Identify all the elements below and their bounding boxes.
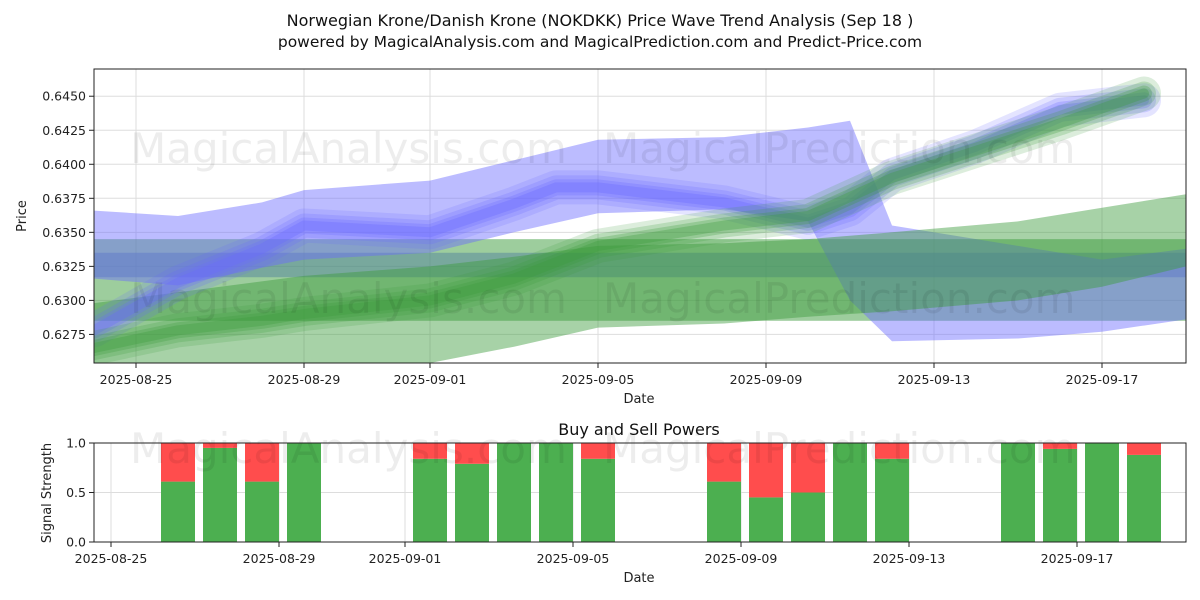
signal-x-axis-label: Date [623,571,654,586]
watermark-left-2: MagicalAnalysis.com [130,274,567,323]
price-x-tick-label: 2025-09-09 [730,372,803,387]
price-y-tick-label: 0.6325 [42,259,86,274]
price-y-tick-label: 0.6450 [42,89,86,104]
price-x-tick-label: 2025-09-13 [898,372,971,387]
buy-bar [161,481,195,542]
signal-x-tick-label: 2025-09-13 [873,551,946,566]
signal-y-tick-label: 0.0 [66,535,86,550]
signal-title: Buy and Sell Powers [558,420,720,439]
buy-bar [413,458,447,542]
price-x-axis-label: Date [623,392,654,407]
buy-bar [455,463,489,542]
price-x-tick-label: 2025-09-01 [394,372,467,387]
chart-title: Norwegian Krone/Danish Krone (NOKDKK) Pr… [287,11,914,30]
buy-bar [1043,448,1077,542]
price-x-tick-label: 2025-09-05 [562,372,635,387]
sell-bar [245,443,279,482]
sell-bar [707,443,741,482]
buy-bar [791,492,825,542]
watermark-right: MagicalPrediction.com [603,124,1076,173]
wave-blue-3 [94,95,1149,336]
sell-bar [1127,443,1161,455]
buy-bar [875,458,909,542]
price-axis-ticks: 2025-08-25 2025-08-29 2025-09-01 2025-09-05… [42,89,1138,387]
buy-bar [1085,443,1119,542]
buy-bar [707,481,741,542]
sell-bar [875,443,909,459]
signal-x-tick-label: 2025-08-25 [75,551,148,566]
buy-bar [203,447,237,542]
wave-green-1 [94,81,1156,360]
price-y-tick-label: 0.6300 [42,293,86,308]
price-y-axis-label: Price [15,200,30,232]
price-bands [94,76,1186,363]
signal-x-tick-label: 2025-09-17 [1041,551,1114,566]
flat-band-green [94,239,1186,321]
buy-bar [1127,454,1161,542]
sell-bar [203,443,237,448]
signal-bars [161,443,1161,542]
buy-bar [245,481,279,542]
wave-blue-1 [94,88,1156,343]
band-blue [94,120,1186,342]
wave-green-3 [94,88,1149,353]
wave-blue-0 [94,83,1161,348]
signal-axis-ticks: 2025-08-25 2025-08-29 2025-09-01 2025-09-05… [66,436,1113,567]
buy-bar [497,443,531,542]
price-panel: MagicalAnalysis.com MagicalPrediction.co… [15,68,1187,407]
sell-bar [791,443,825,493]
wave-green-0 [94,76,1161,363]
signal-x-tick-label: 2025-09-01 [369,551,442,566]
buy-bar [1001,443,1035,542]
watermark-left-3: MagicalAnalysis.com [130,424,567,473]
buy-bar [539,443,573,542]
price-x-tick-label: 2025-08-25 [100,372,173,387]
price-x-tick-label: 2025-08-29 [268,372,341,387]
signal-panel: Buy and Sell Powers MagicalAnalysis.com … [40,420,1187,586]
watermark-right-3: MagicalPrediction.com [603,424,1076,473]
signal-y-tick-label: 0.5 [66,485,86,500]
sell-bar [749,443,783,498]
sell-bar [1043,443,1077,449]
price-y-tick-label: 0.6350 [42,225,86,240]
signal-x-tick-label: 2025-08-29 [243,551,316,566]
signal-y-tick-label: 1.0 [66,436,86,451]
price-y-tick-label: 0.6375 [42,191,86,206]
sell-bar [581,443,615,459]
watermark-right-2: MagicalPrediction.com [603,274,1076,323]
sell-bar [413,443,447,459]
price-y-tick-label: 0.6425 [42,123,86,138]
price-y-tick-label: 0.6275 [42,327,86,342]
buy-bar [749,497,783,542]
signal-x-tick-label: 2025-09-09 [705,551,778,566]
signal-y-axis-label: Signal Strength [40,443,55,543]
sell-bar [455,443,489,464]
buy-bar [833,443,867,542]
wave-green-2 [94,85,1152,356]
buy-bar [287,443,321,542]
wave-blue-2 [94,92,1152,339]
price-plot-frame [93,68,1187,364]
chart-subtitle: powered by MagicalAnalysis.com and Magic… [278,33,922,51]
signal-x-tick-label: 2025-09-05 [537,551,610,566]
price-x-tick-label: 2025-09-17 [1066,372,1139,387]
band-green [94,194,1186,363]
price-y-tick-label: 0.6400 [42,157,86,172]
buy-bar [581,458,615,542]
watermark-left: MagicalAnalysis.com [130,124,567,173]
sell-bar [161,443,195,482]
